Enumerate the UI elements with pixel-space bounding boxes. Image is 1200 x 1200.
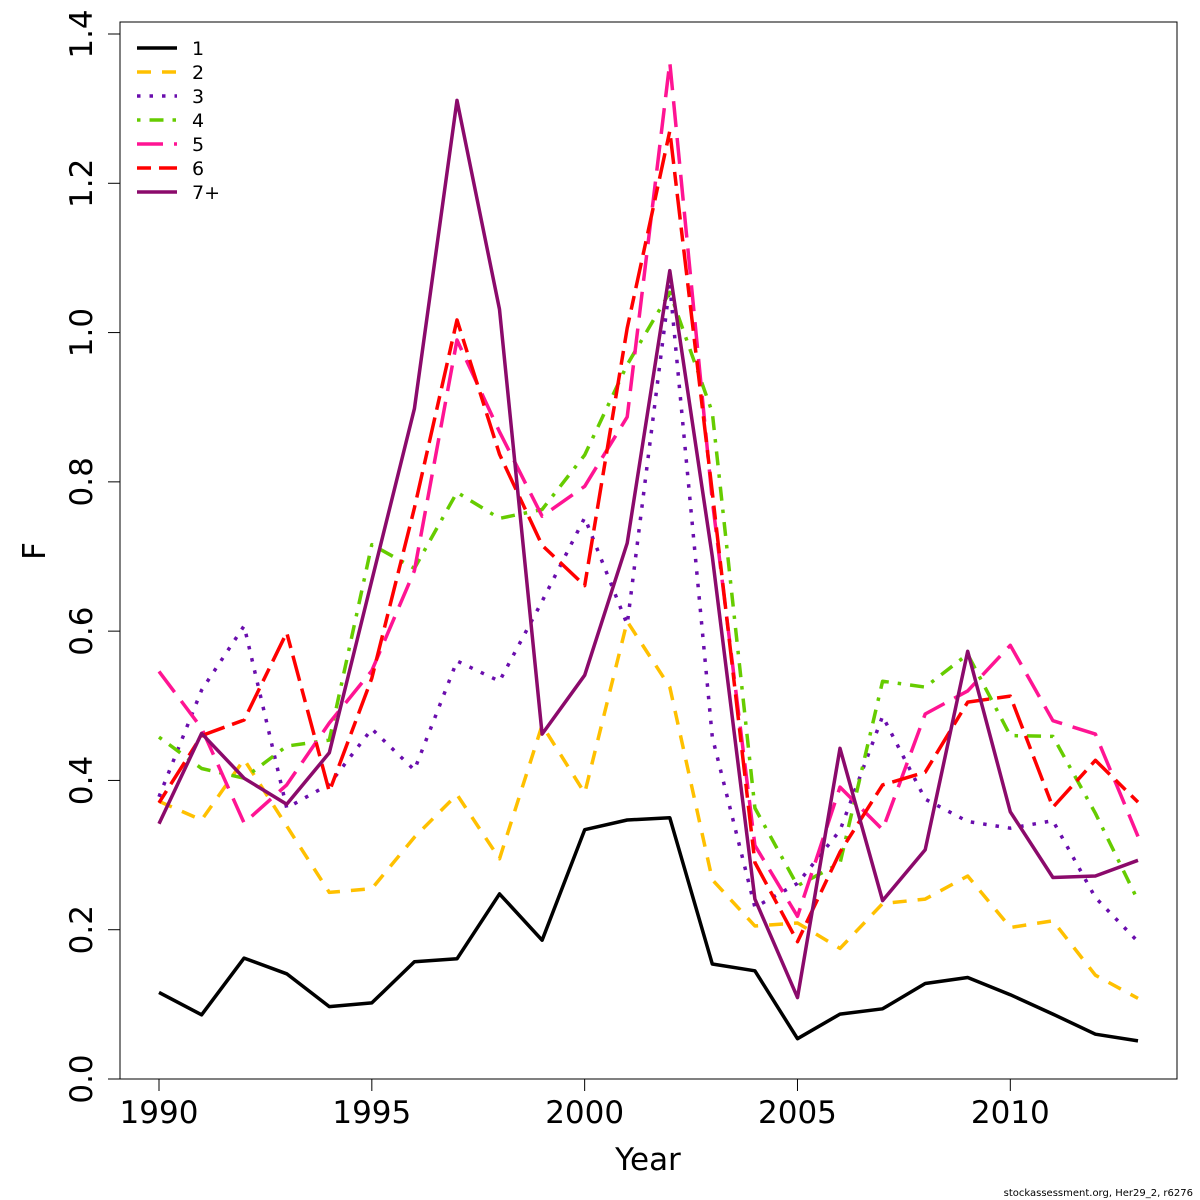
y-tick-label: 0.4 (64, 756, 100, 805)
x-axis-title: Year (614, 1142, 681, 1178)
x-tick-label: 1995 (332, 1095, 411, 1131)
plot-frame (119, 21, 1178, 1080)
series-line-4 (157, 290, 1140, 902)
y-tick-label: 1.0 (64, 308, 100, 357)
legend-label: 5 (192, 134, 204, 156)
x-axis: 1990 1995 2000 2005 2010 (120, 1078, 1050, 1131)
y-tick-label: 0.6 (64, 606, 100, 655)
legend-label: 3 (192, 86, 204, 108)
y-tick-label: 0.8 (64, 457, 100, 506)
series-line-5 (157, 60, 1140, 919)
legend-label: 7+ (192, 182, 220, 204)
x-tick-label: 2010 (971, 1095, 1050, 1131)
y-tick-label: 0.0 (64, 1054, 100, 1103)
x-tick-label: 2005 (758, 1095, 837, 1131)
y-axis: 0.0 0.2 0.4 0.6 0.8 1.0 1.2 1.4 (64, 9, 121, 1104)
series-line-2 (158, 619, 1139, 1000)
series-line-6 (157, 129, 1140, 944)
legend-label: 2 (192, 62, 204, 84)
series-line-1 (158, 816, 1139, 1043)
y-tick-label: 1.4 (64, 9, 100, 58)
legend-label: 4 (192, 110, 204, 132)
x-tick-label: 2000 (545, 1095, 624, 1131)
legend-label: 6 (192, 158, 204, 180)
credit-text: stockassessment.org, Her29_2, r6276 (1004, 1188, 1193, 1199)
y-tick-label: 0.2 (64, 905, 100, 954)
y-tick-label: 1.2 (64, 159, 100, 208)
x-tick-label: 1990 (120, 1095, 199, 1131)
series-line-3 (157, 283, 1140, 943)
series-line-7 (157, 98, 1139, 1000)
y-axis-title: F (17, 542, 53, 560)
series-layer (157, 60, 1140, 1043)
legend-label: 1 (192, 38, 204, 60)
